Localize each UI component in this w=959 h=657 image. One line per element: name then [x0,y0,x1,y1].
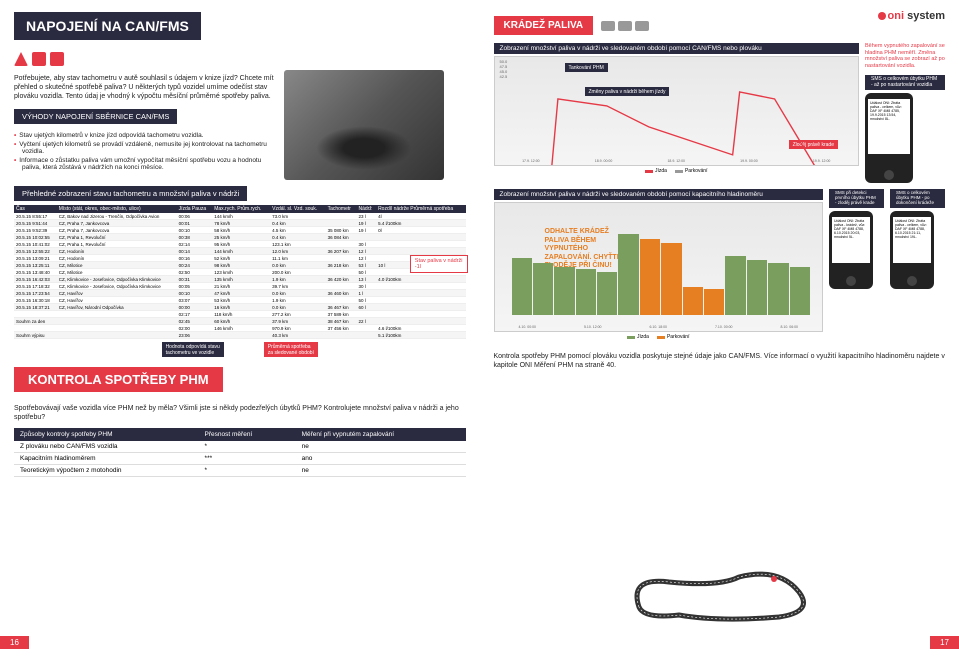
left-page: NAPOJENÍ NA CAN/FMS Potřebujete, aby sta… [0,0,480,657]
benefit-3: Informace o zůstatku paliva vám umožní v… [19,157,261,171]
callout-fuel-1: Stav paliva v nádrži [415,258,463,264]
chart2: ODHALTE KRÁDEŽ PALIVA BĚHEM VYPNUTÉHO ZA… [494,202,824,332]
benefits-list: •Stav ujetých kilometrů v knize jízd odp… [14,132,276,171]
col-header: Max.rych. Prům.rych. [212,205,270,213]
kontrola-title: KONTROLA SPOTŘEBY PHM [14,367,223,392]
kontrola-text: Spotřebovávají vaše vozidla více PHM než… [14,404,466,422]
bottom-text: Kontrola spotřeby PHM pomocí plováku voz… [494,352,946,370]
table-title: Přehledné zobrazení stavu tachometru a m… [14,186,247,201]
logo: oni system [878,10,945,22]
table-row: 20.5.15 13:48:40CZ, Milotice02:50123 km/… [14,269,466,276]
chart2-title: Zobrazení množství paliva v nádrži ve sl… [494,189,824,200]
table-row: 20.5.15 18:37:21CZ, Havířov, Národní Odp… [14,304,466,311]
table-row: Teoretickým výpočtem z motohodin*ne [14,465,466,477]
theft-title: KRÁDEŽ PALIVA [494,16,594,35]
callout-tacho: Hodnota odpovídá stavu tachometru ve voz… [162,342,224,357]
phone1-btn [884,170,894,180]
race-track [619,567,819,627]
phone2a-screen: Událost ONI: Ztráta paliva - krádež, vůz… [832,217,870,263]
logo-text: oni system [888,10,945,22]
col-header: Přesnost měření [199,428,296,441]
table-row: 20.5.15 10:41:02CZ, Praha 1, Revoluční02… [14,241,466,248]
legend2: Jízda Parkování [494,334,824,340]
note-right: Během vypnutého zapalování se hladina PH… [865,43,945,69]
legend-jizda: Jízda [655,168,667,174]
col-header: Čas [14,205,57,213]
logo-dot [878,12,886,20]
car-dashboard-photo [284,70,444,180]
car-icons [601,21,649,31]
table-wrap: ČasMísto (stát, okres, obec-město, ulice… [14,205,466,339]
phone2b-btn [907,276,917,286]
table-row: 20.5.15 16:30:18CZ, Havířov03:0753 km/h1… [14,297,466,304]
col-header: Rozdíl nádrže Průměrná spotřeba [376,205,465,213]
phone2a: Událost ONI: Ztráta paliva - krádež, vůz… [829,211,873,289]
callout-fuel-2: -1l [415,264,463,270]
table-row: 20.5.15 13:25:11CZ, Milotice00:2498 km/h… [14,262,466,269]
methods-table: Způsoby kontroly spotřeby PHMPřesnost mě… [14,428,466,477]
table-row: Kapacitním hladinoměrem***ano [14,453,466,465]
chart1-title: Zobrazení množství paliva v nádrži ve sl… [494,43,860,54]
table-row: 20.5.15 12:55:22CZ, Hodonín00:14144 km/h… [14,248,466,255]
col-header: Jízda Pauza [177,205,213,213]
table-row: 02:17118 km/h277.2 km37 589 km [14,311,466,318]
icon-row [14,52,466,66]
table-row: Z plováku nebo CAN/FMS vozidla*ne [14,441,466,453]
benefits-title: VÝHODY NAPOJENÍ SBĚRNICE CAN/FMS [14,109,177,124]
benefit-1: Stav ujetých kilometrů v knize jízd odpo… [19,132,203,139]
table-row: 20.5.15 9:52:39CZ, Praha 7, Jankovcova00… [14,227,466,234]
col-header: Způsoby kontroly spotřeby PHM [14,428,199,441]
table-row: 20.5.15 17:23:54CZ, Havířov00:1047 km/h0… [14,290,466,297]
phone1: Událost ONI: Ztráta paliva - celkem, vůz… [865,93,913,183]
table-row: 20.5.15 13:09:21CZ, Hodonín00:1652 km/h1… [14,255,466,262]
table-row: 20.5.15 17:18:32CZ, Klimkovice - Josefov… [14,283,466,290]
trips-table: ČasMísto (stát, okres, obec-město, ulice… [14,205,466,339]
phone1-screen: Událost ONI: Ztráta paliva - celkem, vůz… [868,99,910,154]
callout-avg: Průměrná spotřeba za sledované období [264,342,318,357]
phone2b-screen: Událost ONI: Ztráta paliva - celkem, vůz… [893,217,931,263]
phone2b: Událost ONI: Ztráta paliva - celkem, vůz… [890,211,934,289]
chart1: 50.047.545.042.5 Tankování PHM Změny pal… [494,56,860,166]
legend1: Jízda Parkování [494,168,860,174]
col-header: Místo (stát, okres, obec-město, ulice) [57,205,177,213]
sms2a-label: SMS při detekci prvního úbytku PHM - zlo… [829,189,884,208]
col-header: Měření při vypnutém zapalování [296,428,466,441]
car-small-1 [601,21,615,31]
speed-icon [50,52,64,66]
sms1-label: SMS o celkovém úbytku PHM - až po nastar… [865,75,945,90]
car-small-3 [635,21,649,31]
car-small-2 [618,21,632,31]
callout-fuel: Stav paliva v nádrži -1l [410,255,468,273]
col-header: Nádrž [356,205,376,213]
phone2a-btn [846,276,856,286]
benefit-2: Vyčtení ujetých kilometrů se provádí vzd… [19,141,267,155]
col-header: Tachometr [326,205,357,213]
table-row: Souhrn za den02:4560 km/h37.9 km38 467 k… [14,318,466,325]
wifi-icon [14,52,28,66]
right-page: oni system KRÁDEŽ PALIVA Zobrazení množs… [480,0,959,657]
table-row: 20.5.15 16:42:03CZ, Klimkovice - Josefov… [14,276,466,283]
intro-text: Potřebujete, aby stav tachometru v autě … [14,74,276,101]
table-row: 20.5.15 10:02:55CZ, Praha 1, Revoluční00… [14,234,466,241]
sms2b-label: SMS o celkovém úbytku PHM - po dokončení… [890,189,945,208]
car-icon [32,52,46,66]
table-row: Souhrn výpisu23:0640.3 km5.1 l/100km [14,332,466,339]
col-header: Vzdál. sl. Vzd. souk. [270,205,325,213]
legend-park: Parkování [685,168,708,174]
table-row: 02:00146 km/h970.9 km37 456 km4.6 l/100k… [14,325,466,332]
page-num-left: 16 [0,636,29,649]
main-title: NAPOJENÍ NA CAN/FMS [14,12,201,40]
page-num-right: 17 [930,636,959,649]
table-row: 20.5.15 9:51:44CZ, Praha 7, Jankovcova00… [14,220,466,227]
